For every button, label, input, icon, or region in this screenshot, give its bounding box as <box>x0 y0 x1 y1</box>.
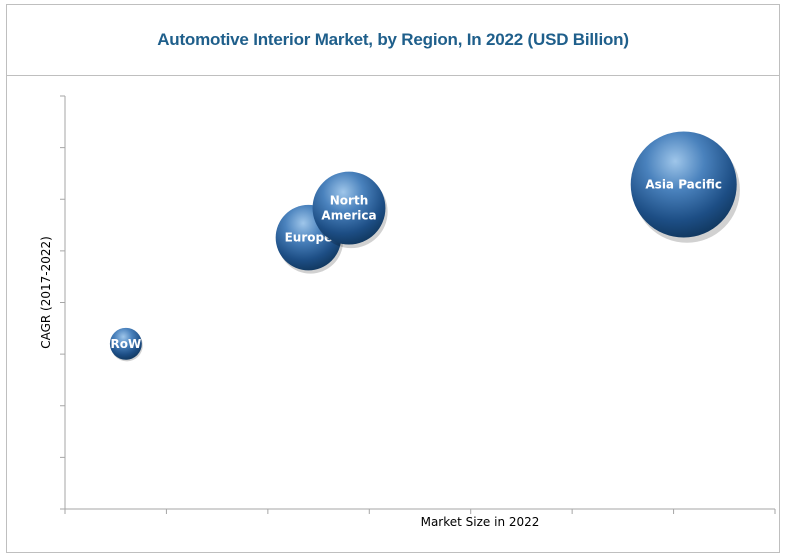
bubble-label: America <box>321 209 376 223</box>
bubble-label: Europe <box>285 231 333 245</box>
title-band: Automotive Interior Market, by Region, I… <box>6 4 780 76</box>
chart-title: Automotive Interior Market, by Region, I… <box>157 30 629 49</box>
bubble-circle <box>109 327 142 360</box>
x-axis-label: Market Size in 2022 <box>421 515 540 529</box>
bubble-circle <box>630 131 737 238</box>
bubble-label: RoW <box>110 337 141 351</box>
bubble-label: Asia Pacific <box>645 178 722 192</box>
bubble-label: North <box>330 194 368 208</box>
axes <box>60 95 776 514</box>
y-axis-label: CAGR (2017-2022) <box>39 236 53 349</box>
chart-frame <box>6 4 780 553</box>
bubble-circle <box>312 171 386 245</box>
bubble-row: RoW <box>109 327 143 362</box>
bubble-asia-pacific: Asia Pacific <box>630 131 740 243</box>
